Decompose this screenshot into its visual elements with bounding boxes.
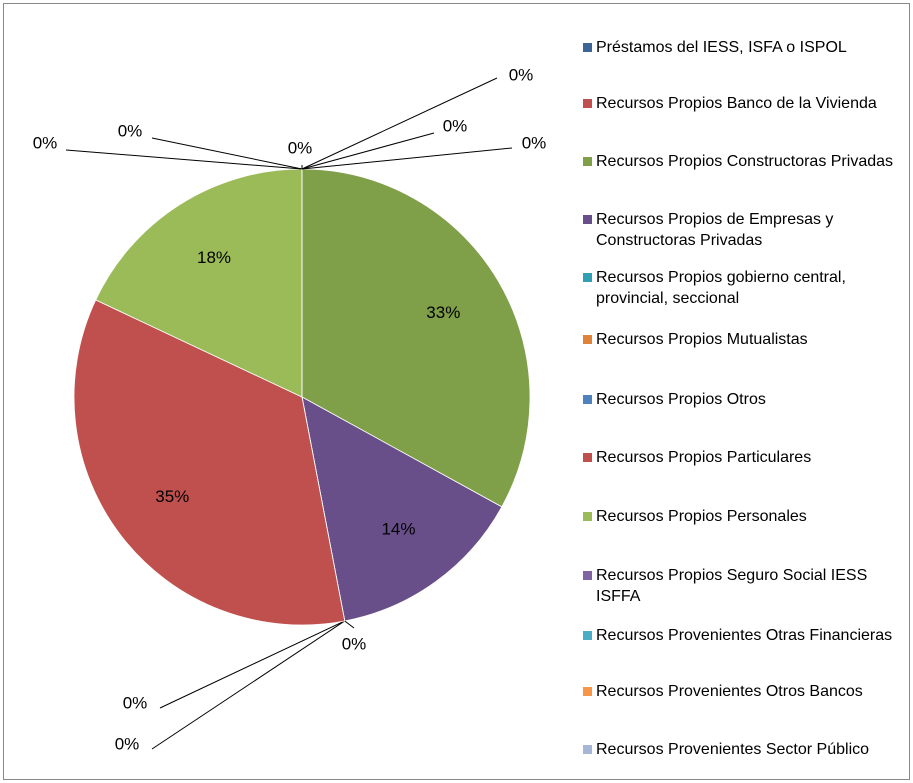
legend-label: Recursos Propios Particulares — [596, 449, 812, 466]
leader-line — [301, 132, 435, 170]
legend-item: Recursos Provenientes Otros Bancos — [583, 681, 903, 702]
data-label: 0% — [522, 133, 547, 152]
data-label: 0% — [123, 693, 148, 712]
legend-swatch — [583, 453, 592, 462]
legend-label: Recursos Propios Seguro Social IESS ISFF… — [596, 567, 868, 605]
leader-line — [151, 137, 303, 170]
leader-line — [301, 77, 498, 170]
legend-item: Recursos Propios Seguro Social IESS ISFF… — [583, 565, 903, 607]
data-label: 0% — [342, 634, 367, 653]
legend-label: Recursos Propios gobierno central, provi… — [596, 269, 846, 307]
legend-label: Recursos Propios Banco de la Vivienda — [596, 95, 877, 112]
data-label: 0% — [115, 734, 140, 753]
legend-swatch — [583, 215, 592, 224]
legend-label: Recursos Provenientes Otros Bancos — [596, 683, 863, 700]
legend-swatch — [583, 335, 592, 344]
pie-slice — [95, 168, 303, 398]
legend-label: Recursos Provenientes Sector Público — [596, 741, 870, 758]
legend-item: Recursos Propios Personales — [583, 506, 903, 527]
leader-line — [301, 147, 513, 170]
data-label: 14% — [381, 519, 415, 538]
data-label: 0% — [33, 133, 58, 152]
leader-line — [344, 620, 355, 629]
legend-swatch — [583, 512, 592, 521]
legend-swatch — [583, 43, 592, 52]
legend-swatch — [583, 157, 592, 166]
legend-label: Recursos Propios Mutualistas — [596, 331, 808, 348]
pie-slice — [301, 396, 503, 622]
legend-swatch — [583, 631, 592, 640]
leader-line — [65, 149, 303, 170]
legend-item: Recursos Propios gobierno central, provi… — [583, 267, 903, 309]
leader-line — [151, 620, 345, 750]
legend-swatch — [583, 273, 592, 282]
legend-item: Recursos Propios Banco de la Vivienda — [583, 93, 903, 114]
data-label: 0% — [288, 138, 313, 157]
legend-item: Préstamos del IESS, ISFA o ISPOL — [583, 37, 903, 58]
legend-swatch — [583, 395, 592, 404]
legend-swatch — [583, 99, 592, 108]
legend-label: Recursos Propios de Empresas y Construct… — [596, 211, 834, 249]
legend-item: Recursos Propios Particulares — [583, 447, 903, 468]
legend-item: Recursos Propios Otros — [583, 389, 903, 410]
legend-item: Recursos Propios de Empresas y Construct… — [583, 209, 903, 251]
legend-swatch — [583, 571, 592, 580]
legend-item: Recursos Propios Mutualistas — [583, 329, 903, 350]
legend-item: Recursos Propios Constructoras Privadas — [583, 151, 903, 172]
data-label: 0% — [118, 121, 143, 140]
data-label: 33% — [426, 303, 460, 322]
legend-item: Recursos Provenientes Otras Financieras — [583, 625, 903, 646]
pie-slice — [73, 299, 346, 626]
legend-item: Recursos Provenientes Sector Público — [583, 739, 903, 760]
leader-line — [159, 620, 345, 709]
legend-label: Recursos Provenientes Otras Financieras — [596, 627, 893, 644]
legend-label: Recursos Propios Constructoras Privadas — [596, 153, 894, 170]
data-label: 35% — [155, 487, 189, 506]
data-label: 0% — [443, 116, 468, 135]
legend-swatch — [583, 745, 592, 754]
data-label: 0% — [509, 65, 534, 84]
legend-label: Préstamos del IESS, ISFA o ISPOL — [596, 39, 847, 56]
legend-swatch — [583, 687, 592, 696]
legend-label: Recursos Propios Otros — [596, 391, 766, 408]
pie-slice — [301, 168, 531, 508]
data-label: 18% — [197, 248, 231, 267]
legend-label: Recursos Propios Personales — [596, 508, 807, 525]
